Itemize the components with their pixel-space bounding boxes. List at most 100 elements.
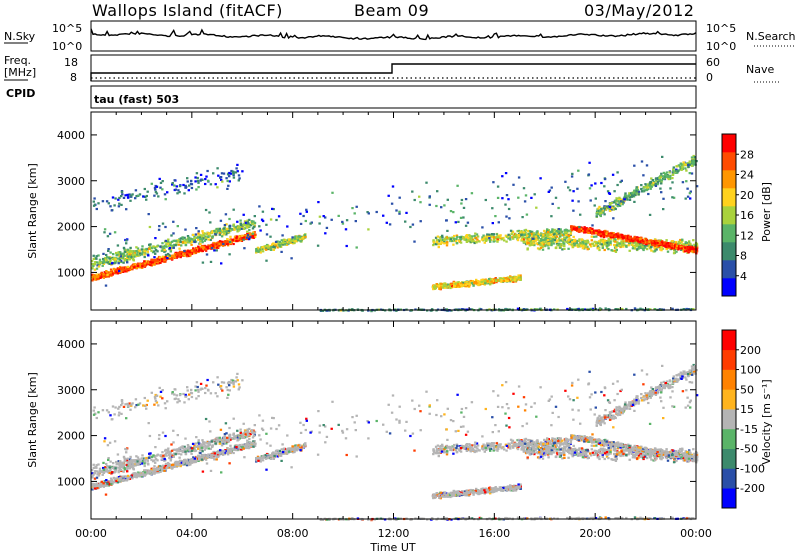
power-cell [555, 242, 559, 245]
power-cell [611, 233, 614, 237]
power-cell [265, 248, 268, 251]
power-cell [226, 173, 230, 176]
power-cell [173, 255, 177, 259]
power-cell [236, 228, 240, 231]
colorbar-swatch [722, 134, 736, 153]
power-cell [570, 175, 574, 178]
power-cell [236, 163, 239, 166]
power-cell [98, 273, 102, 276]
power-cell [118, 260, 121, 263]
power-cell [527, 229, 530, 233]
power-cell [209, 238, 212, 241]
power-cell [122, 261, 125, 264]
power-cell [438, 287, 441, 290]
power-cell [443, 240, 446, 243]
power-cell [676, 171, 679, 174]
power-cell [618, 235, 621, 238]
power-cell [641, 243, 644, 246]
power-cell [652, 242, 655, 245]
power-cell [607, 237, 610, 240]
power-cell [223, 244, 226, 247]
power-cell [470, 282, 474, 285]
power-cell [101, 200, 105, 203]
power-cell [660, 191, 663, 194]
power-cell [235, 240, 238, 243]
power-cell [586, 230, 589, 233]
colorbar-tick-label: 8 [740, 250, 747, 263]
power-cell [500, 280, 503, 283]
power-cell [109, 251, 112, 254]
power-cell [614, 240, 617, 243]
power-cell [506, 279, 509, 282]
power-cell [460, 198, 464, 202]
power-cell [679, 245, 683, 249]
power-cell [492, 181, 495, 184]
power-cell [195, 188, 198, 191]
power-cell [571, 199, 574, 202]
power-cell [637, 237, 640, 240]
power-cell [595, 244, 598, 247]
power-cell [193, 235, 196, 238]
power-cell [215, 249, 218, 252]
power-cell [687, 164, 690, 167]
power-cell [687, 248, 691, 251]
power-cell [536, 231, 540, 234]
power-cell [98, 262, 101, 265]
power-cell [435, 283, 438, 286]
power-cell [520, 230, 523, 233]
power-cell [213, 229, 216, 233]
power-cell [643, 186, 646, 189]
power-cell [618, 196, 621, 199]
power-cell [579, 213, 582, 216]
power-cell [618, 242, 621, 245]
power-cell [225, 177, 228, 180]
power-cell [176, 225, 179, 228]
power-cell [183, 192, 186, 195]
power-cell [583, 231, 586, 234]
power-cell [603, 207, 607, 210]
power-cell [512, 183, 515, 186]
power-cell [223, 228, 226, 231]
colorbar-swatch [722, 188, 736, 207]
power-cell [150, 249, 153, 252]
power-cell [674, 241, 678, 244]
power-cell [556, 239, 559, 242]
power-cell [688, 163, 692, 166]
power-cell [455, 237, 458, 240]
power-cell [248, 218, 251, 221]
power-cell [490, 234, 493, 237]
power-cell [647, 183, 650, 186]
power-cell [665, 239, 668, 242]
power-cell [445, 236, 449, 239]
power-cell [504, 172, 508, 175]
power-cell [124, 194, 127, 197]
power-cell [182, 183, 185, 187]
power-cell [616, 238, 620, 241]
power-cell [170, 234, 173, 237]
power-cell [224, 213, 228, 216]
power-cell [149, 243, 152, 246]
power-cell [189, 237, 193, 240]
power-cell [153, 187, 157, 190]
power-cell [175, 185, 178, 188]
power-cell [141, 251, 144, 254]
power-cell [482, 237, 485, 240]
cpid-label: CPID [6, 87, 35, 100]
power-cell [500, 238, 503, 241]
power-cell [186, 180, 189, 183]
power-cell [463, 238, 466, 241]
power-cell [435, 204, 438, 208]
power-cell [581, 308, 585, 311]
power-cell [443, 204, 446, 207]
power-cell [142, 195, 145, 198]
power-cell [661, 175, 664, 178]
power-cell [493, 279, 496, 282]
power-cell [502, 277, 505, 281]
power-cell [161, 180, 164, 183]
power-cell [692, 161, 696, 164]
power-cell [456, 285, 460, 288]
power-cell [133, 266, 136, 269]
power-cell [601, 240, 605, 243]
power-cell [515, 233, 518, 236]
